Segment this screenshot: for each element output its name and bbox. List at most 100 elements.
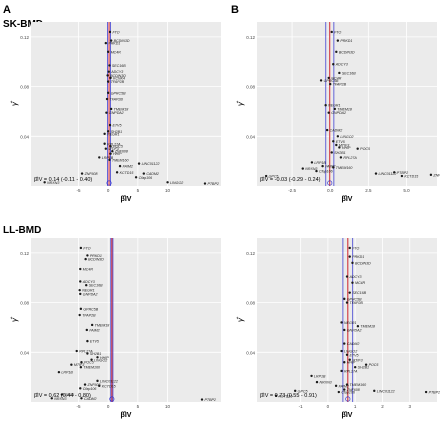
x-tick-label: 5.0: [403, 188, 410, 193]
row-title-ll-bmd: LL-BMD: [3, 225, 41, 236]
data-point: [106, 91, 110, 95]
point-label: PRKD1: [352, 255, 364, 259]
data-point: [103, 142, 106, 145]
point-label: TMEM18: [360, 325, 375, 329]
scatter-panels: 0.120.080.04-5 0 5 10FTOBCDIN3DPRKD1MC4RSEC…: [10, 22, 440, 419]
point-label: ZNF608: [346, 388, 360, 392]
point-label: HHIP: [100, 356, 109, 360]
data-point: [348, 358, 351, 361]
data-point: [60, 393, 64, 396]
data-point: [84, 257, 87, 261]
point-label: HHIP: [342, 146, 351, 150]
point-label: TFAP2B: [82, 314, 96, 318]
point-label: FTO: [352, 246, 359, 250]
data-point: [90, 323, 94, 327]
x-axis-label: β̂IV: [121, 195, 132, 203]
data-point: [319, 79, 323, 82]
point-label: RPL27A: [107, 142, 121, 146]
estimate-marker: [327, 180, 333, 186]
data-point: [104, 147, 108, 150]
point-label: ZNF608: [432, 173, 440, 177]
point-label: PRKD1: [340, 39, 352, 43]
data-point: [332, 140, 335, 143]
point-label: MC4R: [111, 50, 122, 54]
data-point: [324, 104, 327, 107]
data-point: [79, 267, 82, 271]
point-label: FAIM2: [325, 165, 335, 169]
data-point: [142, 172, 146, 175]
data-point: [90, 358, 93, 361]
point-label: SEC16B: [352, 291, 366, 295]
point-label: TMEM18: [95, 323, 110, 327]
data-point: [343, 297, 346, 301]
point-label: KCTD15: [279, 394, 293, 398]
data-point: [79, 292, 82, 296]
data-point: [343, 361, 346, 364]
point-label: PTBP2: [207, 182, 218, 186]
data-point: [345, 301, 349, 304]
data-point: [57, 370, 61, 374]
x-tick-label: 1: [354, 404, 357, 409]
data-point: [75, 349, 78, 353]
point-label: FTO: [83, 246, 90, 250]
point-label: LINC01122: [100, 379, 118, 383]
data-point: [79, 387, 82, 390]
x-tick-label: -1: [299, 404, 303, 409]
data-point: [86, 339, 89, 343]
data-point: [118, 164, 122, 168]
point-label: NEGR1: [344, 321, 356, 325]
data-point: [83, 383, 87, 386]
data-point: [80, 397, 83, 400]
data-point: [329, 82, 332, 86]
y-tick-label: 0.08: [20, 301, 29, 306]
point-label: NEGR1: [82, 289, 94, 293]
point-label: ZNF608: [114, 150, 128, 154]
point-label: FTO: [112, 30, 119, 34]
data-point: [79, 366, 83, 369]
point-label: TMEM160: [350, 383, 367, 387]
data-point: [108, 30, 112, 34]
point-label: BCDIN3D: [355, 261, 371, 265]
x-tick-label: -5: [76, 188, 80, 193]
point-label: POC5: [84, 361, 94, 365]
data-point: [348, 255, 351, 258]
point-label: ETV5: [336, 140, 345, 144]
data-point: [200, 398, 204, 401]
point-label: SH2B1: [111, 130, 122, 134]
point-label: ADCY3: [349, 275, 362, 279]
point-label: ETV5: [112, 124, 121, 128]
point-label: SH2B1: [334, 151, 345, 155]
point-label: NRXN3: [47, 181, 59, 185]
point-label: HHIP: [347, 361, 356, 365]
point-label: MC4R: [83, 268, 94, 272]
panel-letter-b: B: [231, 4, 239, 16]
y-tick-label: 0.04: [246, 134, 255, 139]
point-label: RPL27A: [79, 350, 93, 354]
point-label: SEC16B: [89, 284, 103, 288]
plot-background: [257, 238, 437, 402]
point-label: GPC5: [64, 393, 74, 397]
data-point: [335, 50, 338, 54]
data-point: [105, 97, 109, 101]
panel-a-sk-bmd: 0.120.080.04-5 0 5 10FTOBCDIN3DPRKD1MC4RSEC…: [10, 22, 221, 203]
data-point: [80, 172, 84, 175]
estimate-marker: [106, 180, 112, 186]
point-label: ETV5: [90, 340, 99, 344]
data-point: [335, 143, 338, 147]
point-label: LINGO2: [340, 135, 353, 139]
x-axis-label: β̂IV: [342, 195, 353, 203]
data-point: [424, 390, 428, 394]
data-point: [107, 70, 110, 73]
data-point: [98, 384, 101, 388]
data-point: [348, 246, 351, 250]
point-label: ZNF608: [84, 172, 98, 176]
data-point: [134, 176, 138, 179]
y-tick-label: 0.04: [246, 350, 255, 355]
point-label: SH2B1: [358, 366, 369, 370]
point-label: PRKD1: [90, 254, 102, 258]
data-point: [345, 353, 349, 356]
estimate-marker: [345, 396, 351, 402]
data-point: [315, 380, 319, 384]
data-point: [327, 76, 330, 80]
data-point: [321, 164, 324, 168]
